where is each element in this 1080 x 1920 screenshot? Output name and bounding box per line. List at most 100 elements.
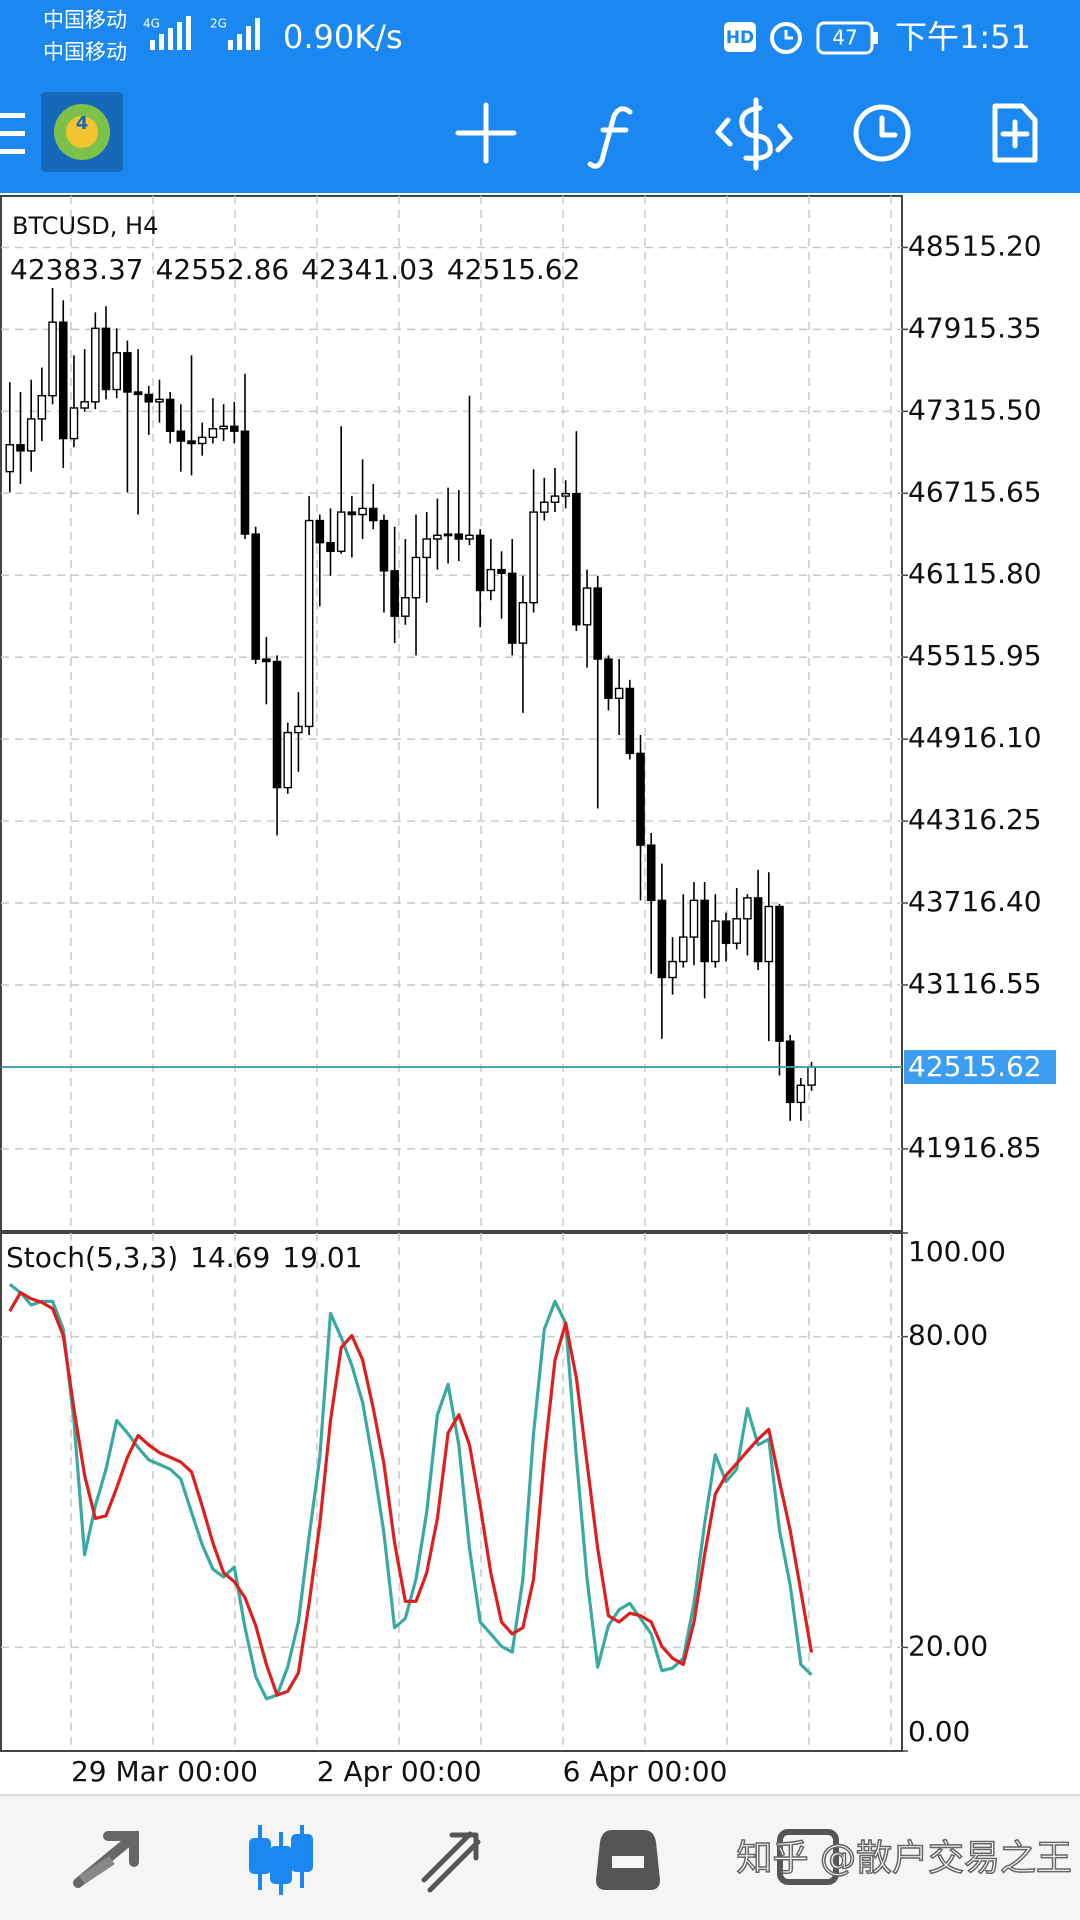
candle-body (443, 533, 453, 537)
x-tick-label: 29 Mar 00:00 (71, 1755, 258, 1788)
candle-body (732, 918, 742, 944)
signal-icon (150, 16, 191, 50)
candle-body (294, 725, 303, 734)
price-tag (904, 1050, 1056, 1085)
candle-body (262, 658, 271, 663)
candle-body (785, 1040, 795, 1104)
y-tick-label: 20.00 (908, 1629, 988, 1662)
signal-icon (228, 18, 260, 50)
net-speed: 0.90K/s (283, 18, 403, 56)
candle-body (336, 511, 346, 552)
candle-body (229, 425, 239, 432)
candle-body (326, 541, 335, 552)
candle-body (711, 920, 720, 963)
candle-body (176, 430, 186, 442)
new-order-button[interactable] (992, 103, 1038, 163)
y-tick-label: 44916.10 (908, 721, 1042, 754)
candle-body (401, 597, 410, 617)
stoch-readout: Stoch(5,3,3) 14.69 19.01 (6, 1241, 362, 1274)
candle-body (475, 534, 485, 592)
indicator-button[interactable] (587, 106, 633, 169)
candle-body (26, 418, 36, 452)
candle-body (721, 920, 731, 944)
hd-badge (724, 22, 756, 52)
candle-body (411, 556, 421, 599)
battery-level: 47 (832, 26, 857, 50)
trade-button[interactable] (715, 97, 793, 171)
high-value: 42552.86 (156, 253, 290, 286)
bottom-nav (0, 1795, 1080, 1920)
candle-body (69, 407, 79, 440)
crosshair-button[interactable] (455, 102, 517, 164)
y-tick-label: 47315.50 (908, 393, 1042, 426)
candle-body (251, 533, 260, 660)
open-value: 42383.37 (10, 253, 144, 286)
candle-body (657, 899, 667, 979)
candle-body (678, 936, 688, 963)
candle-body (807, 1066, 816, 1086)
y-tick-label: 47915.35 (908, 311, 1042, 344)
candle-body (646, 844, 656, 902)
battery (816, 21, 874, 55)
candle-body (422, 538, 432, 559)
menu-button[interactable] (0, 113, 25, 154)
candle-body (91, 327, 100, 403)
y-tick-label: 41916.85 (908, 1131, 1042, 1164)
candle-body (433, 534, 442, 540)
y-tick-label: 0.00 (908, 1715, 970, 1748)
candle-body (540, 501, 549, 513)
history-tab[interactable] (596, 1830, 660, 1890)
candle-body (187, 440, 196, 445)
candle-body (101, 327, 111, 391)
candle-body (518, 601, 528, 644)
logo-mark: 4 (76, 113, 89, 134)
timeframe-button[interactable] (853, 104, 911, 162)
candle-body (379, 519, 389, 572)
candle-body (283, 731, 293, 789)
y-tick-label: 44316.25 (908, 803, 1042, 836)
candle-body (240, 430, 250, 535)
candle-body (572, 492, 581, 626)
candle-body (197, 436, 207, 445)
battery-tip (873, 32, 878, 44)
close-value: 42515.62 (447, 253, 581, 286)
candle-body (16, 444, 25, 452)
candle-body (550, 495, 560, 503)
time-grid (70, 196, 892, 1751)
candle-body (593, 587, 603, 660)
plot-area: 48515.20 47915.35 47315.50 46715.65 46115.80… (1, 229, 1056, 1788)
candle-body (775, 905, 784, 1042)
main-panel (0, 195, 903, 1232)
watermark: 知乎 @散户交易之王 (737, 1838, 1072, 1879)
ohlc-readout: 42383.37 42552.86 42341.03 42515.62 (10, 253, 580, 286)
messages-tab[interactable] (777, 1829, 839, 1885)
candle-body (304, 519, 314, 728)
candle-body (208, 428, 218, 439)
quotes-tab[interactable] (73, 1831, 139, 1888)
candle-body (796, 1084, 806, 1104)
candle-body (133, 391, 143, 396)
y-tick-label: 46115.80 (908, 557, 1042, 590)
alarm-icon (770, 22, 802, 54)
candle-body (529, 511, 538, 604)
candle-body (700, 899, 709, 963)
candle-body (155, 398, 164, 403)
candle-body (347, 511, 357, 516)
candle-body (582, 587, 592, 626)
app-logo[interactable]: 4 (41, 92, 123, 172)
candle-body (625, 687, 635, 755)
candle-body (614, 687, 624, 699)
candle-body (272, 660, 282, 789)
candle-body (604, 658, 613, 699)
y-tick-label: 100.00 (908, 1235, 1006, 1268)
candle-body (219, 425, 228, 430)
network: 2G (210, 17, 227, 31)
trade-tab[interactable] (421, 1831, 481, 1893)
y-tick-label: 80.00 (908, 1319, 988, 1352)
candle-body (37, 394, 47, 420)
candle-body (689, 899, 699, 938)
network: 4G (143, 17, 160, 31)
chart-tab[interactable] (249, 1825, 313, 1895)
d-value: 19.01 (282, 1241, 362, 1274)
